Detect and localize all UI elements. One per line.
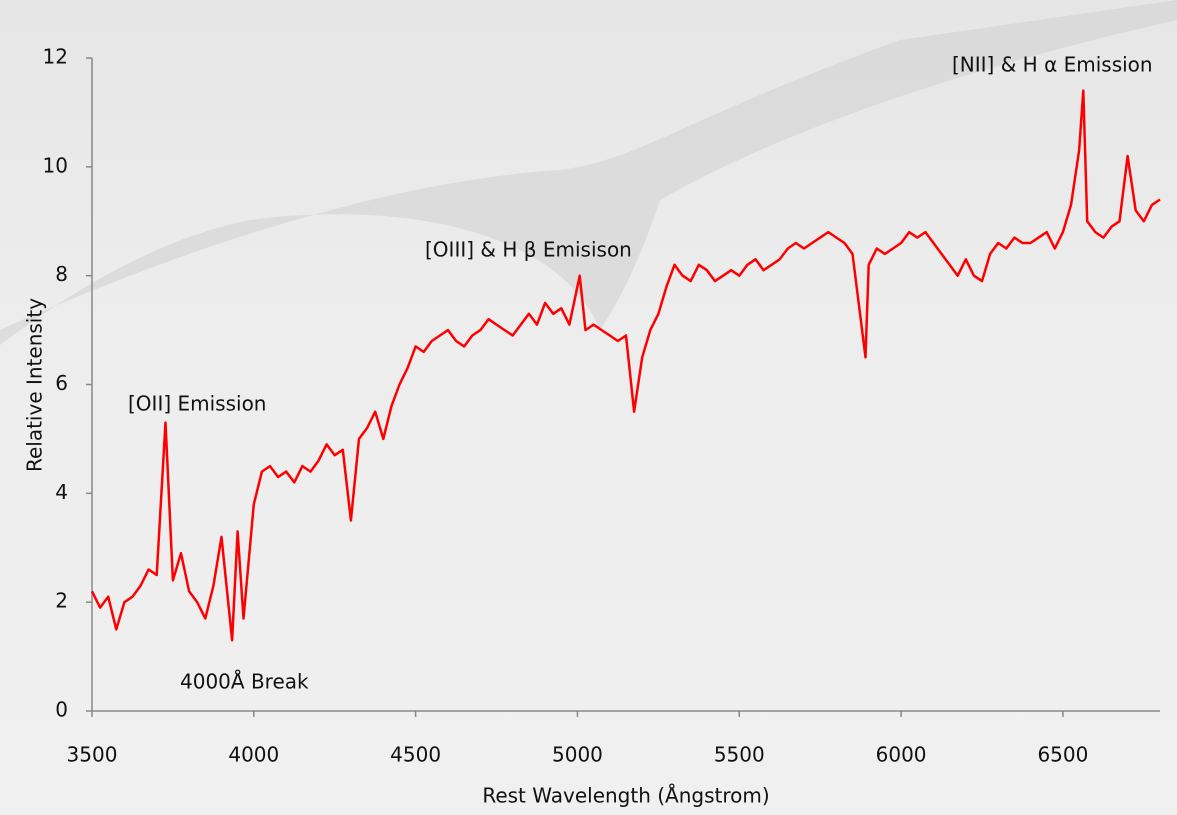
x-tick-label: 4000: [228, 743, 279, 767]
spectrum-line: [90, 89, 1161, 642]
y-tick-label: 10: [43, 153, 68, 177]
y-tick-label: 0: [55, 698, 68, 722]
y-tick-label: 2: [55, 589, 68, 613]
x-tick-label: 4500: [390, 743, 441, 767]
x-tick-label: 5000: [552, 743, 603, 767]
x-tick-label: 6000: [876, 743, 927, 767]
annotation: [OII] Emission: [128, 392, 267, 416]
x-axis-label: Rest Wavelength (Ångstrom): [482, 784, 769, 808]
x-tick-label: 5500: [714, 743, 765, 767]
y-axis-label: Relative Intensity: [23, 298, 47, 472]
annotation: [NII] & H α Emission: [952, 53, 1153, 77]
y-tick-label: 12: [43, 45, 68, 69]
background-silhouette: [0, 0, 1177, 345]
x-tick-label: 3500: [67, 743, 118, 767]
annotation: [OIII] & H β Emisison: [425, 238, 632, 262]
y-tick-label: 6: [55, 371, 68, 395]
x-tick-label: 6500: [1037, 743, 1088, 767]
y-tick-label: 4: [55, 480, 68, 504]
y-tick-label: 8: [55, 262, 68, 286]
annotation: 4000Å Break: [180, 670, 309, 694]
